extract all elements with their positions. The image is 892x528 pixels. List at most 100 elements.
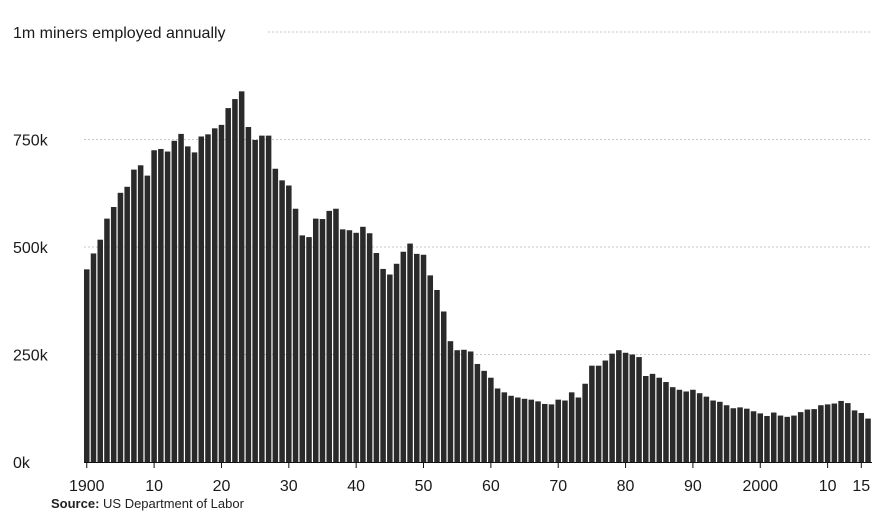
bar <box>346 230 353 462</box>
bar <box>461 349 467 462</box>
bar <box>319 219 326 462</box>
bar <box>649 373 656 462</box>
bar <box>185 146 191 462</box>
bar <box>656 377 663 462</box>
bar <box>676 389 683 462</box>
bar <box>306 237 312 462</box>
bar <box>737 407 743 462</box>
bar <box>265 135 272 462</box>
source-note: Source: US Department of Labor <box>51 496 244 511</box>
bar <box>521 398 528 462</box>
bar <box>636 357 642 462</box>
bar <box>407 243 413 462</box>
bar <box>333 208 339 462</box>
bar <box>818 405 824 462</box>
bar <box>178 133 184 462</box>
bar <box>494 388 501 462</box>
x-tick-label: 10 <box>145 478 163 495</box>
x-tick-label: 20 <box>213 478 231 495</box>
bar <box>245 127 252 462</box>
bar <box>528 399 535 462</box>
bar <box>548 404 555 462</box>
bar <box>286 185 292 462</box>
bar <box>865 418 871 462</box>
bar <box>804 409 811 462</box>
y-axis-labels: 0k 250k 500k 750k 1m miners employed annuall… <box>13 25 226 472</box>
bar <box>400 251 407 462</box>
x-tick-label: 50 <box>415 478 433 495</box>
bar <box>440 311 447 462</box>
bar <box>582 383 588 462</box>
bar <box>137 165 144 463</box>
y-tick-label: 0k <box>13 455 31 472</box>
bar <box>589 365 595 462</box>
bar <box>784 416 790 462</box>
bar <box>90 253 97 462</box>
bar <box>717 401 723 462</box>
grid-lines <box>84 31 872 355</box>
bar <box>427 275 434 462</box>
bar <box>97 239 103 462</box>
bar <box>622 352 629 462</box>
bar <box>144 175 151 462</box>
bar <box>851 410 858 462</box>
bar <box>151 150 157 462</box>
x-tick-label: 80 <box>617 478 635 495</box>
bar <box>683 391 689 462</box>
bar <box>279 180 285 462</box>
bar <box>158 148 164 462</box>
bar <box>272 168 279 463</box>
bar <box>710 400 716 462</box>
bar <box>690 389 696 462</box>
bar <box>831 403 838 462</box>
bar <box>467 351 474 462</box>
bar <box>481 370 487 462</box>
bar <box>259 135 265 462</box>
bar <box>595 365 602 462</box>
bar <box>191 152 198 462</box>
bar <box>616 350 622 462</box>
source-label: Source: <box>51 496 100 511</box>
bar <box>508 395 514 462</box>
bar <box>824 404 831 462</box>
bar <box>845 403 851 462</box>
bar <box>575 397 582 462</box>
bar <box>454 350 460 462</box>
bar <box>420 254 427 462</box>
bar <box>353 232 359 462</box>
bar <box>750 411 757 462</box>
y-tick-label: 250k <box>13 348 49 365</box>
bar <box>838 400 844 462</box>
bar <box>232 99 238 462</box>
x-tick-label: 2000 <box>742 478 778 495</box>
bar <box>434 290 440 462</box>
bar <box>501 392 508 462</box>
bar <box>609 353 615 462</box>
bar <box>744 408 750 462</box>
bar <box>131 169 137 462</box>
bar <box>669 387 676 462</box>
x-tick-label: 60 <box>482 478 500 495</box>
bar <box>541 403 548 462</box>
bar <box>535 401 541 462</box>
bar <box>299 235 306 462</box>
bar <box>393 263 400 462</box>
bar <box>414 253 420 462</box>
x-tick-label: 15 <box>852 478 870 495</box>
x-tick-label: 70 <box>549 478 567 495</box>
bar <box>858 412 865 462</box>
bar <box>312 218 319 462</box>
bar <box>723 405 730 462</box>
bar <box>447 341 454 462</box>
x-tick-label: 10 <box>819 478 837 495</box>
bar <box>663 382 669 462</box>
x-axis: 1900 10 20 30 40 50 60 70 80 90 2000 10 15 <box>69 462 872 495</box>
bar <box>124 186 130 463</box>
y-tick-label: 750k <box>13 133 49 150</box>
bar <box>696 393 703 462</box>
bar <box>568 392 575 462</box>
bar <box>326 210 332 462</box>
bar <box>211 128 218 462</box>
bar <box>629 354 636 462</box>
bar <box>602 360 609 462</box>
